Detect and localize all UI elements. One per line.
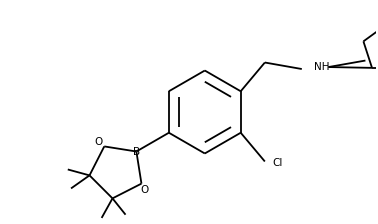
Text: NH: NH — [314, 62, 329, 72]
Text: Cl: Cl — [273, 158, 283, 168]
Text: O: O — [94, 138, 102, 147]
Text: O: O — [140, 185, 149, 194]
Text: B: B — [133, 146, 140, 157]
